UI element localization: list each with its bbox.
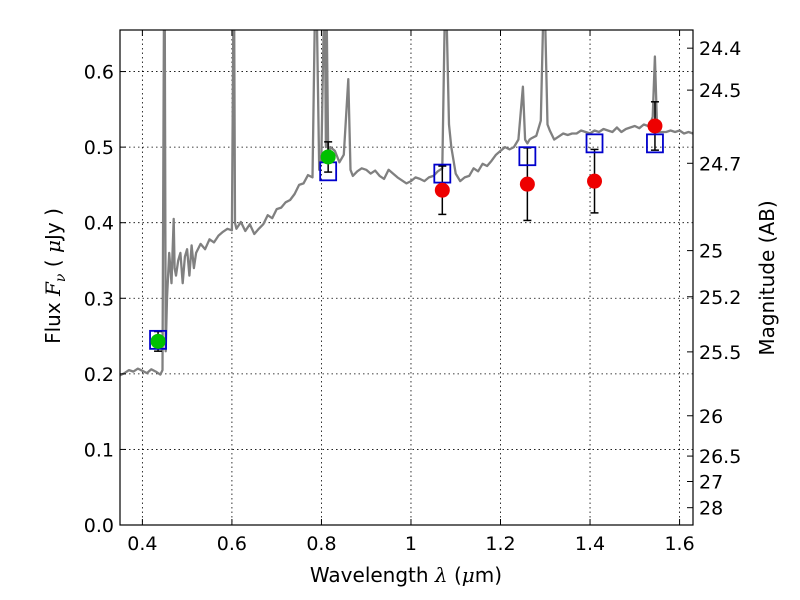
spectrum-layer (120, 30, 693, 377)
y-tick-label: 0.2 (84, 364, 114, 386)
x-tick-label: 0.4 (127, 533, 157, 555)
x-tick-label: 0.8 (306, 533, 336, 555)
model-square (585, 133, 604, 154)
magnitude-tick-label: 27 (699, 472, 723, 494)
magnitude-tick-label: 26.5 (699, 446, 741, 468)
red-data-point (587, 173, 603, 189)
magnitude-tick-label: 24.7 (699, 153, 741, 175)
red-data-point (647, 118, 663, 134)
axis-ticks (120, 30, 693, 526)
x-tick-label: 1.2 (485, 533, 515, 555)
plot-background (120, 30, 693, 525)
green-data-point (150, 333, 166, 349)
x-tick-label: 1.4 (575, 533, 605, 555)
magnitude-tick-label: 24.5 (699, 80, 741, 102)
y-tick-label: 0.0 (84, 515, 114, 537)
green-data-point (320, 149, 336, 165)
red-data-point (519, 176, 535, 192)
y-axis-label: Flux Fν ( μJy ) (41, 208, 69, 344)
red-data-point (434, 182, 450, 198)
y-tick-label: 0.4 (84, 213, 114, 235)
x-tick-label: 1 (405, 533, 417, 555)
magnitude-tick-label: 26 (699, 406, 723, 428)
magnitude-tick-label: 25 (699, 241, 723, 263)
y-tick-labels: 0.0 0.1 0.2 0.3 0.4 0.5 0.6 (84, 62, 114, 537)
model-square (433, 163, 452, 184)
y-tick-label: 0.1 (84, 439, 114, 461)
x-axis-label: Wavelength λ (μm) (310, 563, 502, 587)
model-square (646, 133, 664, 154)
green-points (150, 149, 336, 349)
model-square (518, 146, 537, 167)
spectrum-line (120, 30, 693, 377)
y-tick-label: 0.3 (84, 288, 114, 310)
magnitude-tick-label: 25.2 (699, 287, 741, 309)
magnitude-tick-labels: 24.4 24.5 24.7 25 25.2 25.5 26 26.5 27 28 (699, 38, 741, 520)
x-tick-label: 0.6 (217, 533, 247, 555)
magnitude-axis-label: Magnitude (AB) (755, 200, 779, 355)
red-points (434, 118, 663, 198)
x-tick-labels: 0.4 0.6 0.8 1 1.2 1.4 1.6 (127, 533, 694, 555)
plot-frame (119, 29, 694, 526)
x-tick-label: 1.6 (664, 533, 694, 555)
y-tick-label: 0.5 (84, 137, 114, 159)
magnitude-tick-label: 24.4 (699, 38, 741, 60)
magnitude-tick-label: 25.5 (699, 342, 741, 364)
magnitude-tick-label: 28 (699, 498, 723, 520)
y-tick-label: 0.6 (84, 62, 114, 84)
